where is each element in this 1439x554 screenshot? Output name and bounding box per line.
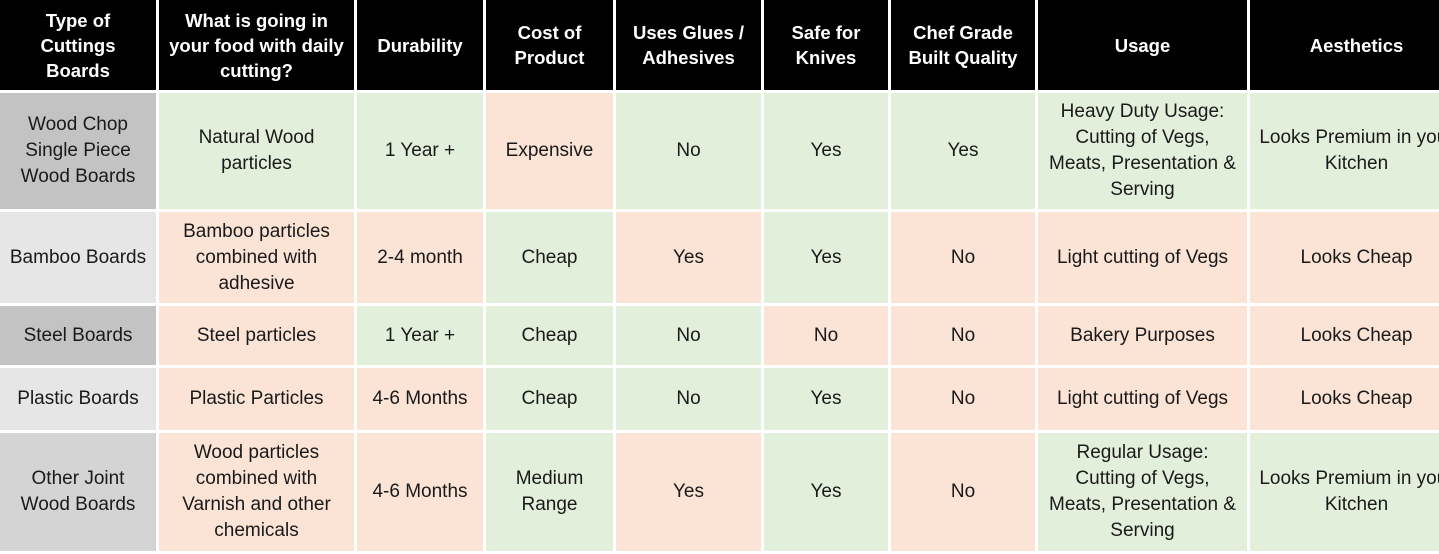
header-cell: Chef Grade Built Quality [891, 0, 1035, 90]
table-cell: No [764, 306, 888, 365]
header-cell: Usage [1038, 0, 1247, 90]
header-cell: Uses Glues / Adhesives [616, 0, 761, 90]
table-cell: Light cutting of Vegs [1038, 212, 1247, 303]
header-cell: Safe for Knives [764, 0, 888, 90]
table-cell: 1 Year + [357, 306, 483, 365]
row-label-cell: Steel Boards [0, 306, 156, 365]
table-cell: Yes [616, 212, 761, 303]
table-cell: Looks Cheap [1250, 368, 1439, 430]
row-label-cell: Other Joint Wood Boards [0, 433, 156, 551]
table-cell: 4-6 Months [357, 433, 483, 551]
table-cell: No [891, 368, 1035, 430]
table-cell: Yes [616, 433, 761, 551]
table-cell: Wood particles combined with Varnish and… [159, 433, 354, 551]
table-row: Plastic Boards Plastic Particles 4-6 Month… [0, 368, 1439, 430]
table-cell: Cheap [486, 306, 613, 365]
header-row: Type of Cuttings Boards What is going in … [0, 0, 1439, 90]
row-label-cell: Bamboo Boards [0, 212, 156, 303]
row-label-cell: Wood Chop Single Piece Wood Boards [0, 93, 156, 209]
table-cell: No [616, 306, 761, 365]
table-cell: Light cutting of Vegs [1038, 368, 1247, 430]
table-cell: Cheap [486, 212, 613, 303]
header-cell: Type of Cuttings Boards [0, 0, 156, 90]
table-row: Steel Boards Steel particles 1 Year + Cheap… [0, 306, 1439, 365]
table-body: Wood Chop Single Piece Wood Boards Natura… [0, 93, 1439, 551]
table-cell: Medium Range [486, 433, 613, 551]
table-cell: Yes [764, 368, 888, 430]
table-cell: Yes [764, 212, 888, 303]
table-cell: No [616, 93, 761, 209]
table-cell: Yes [764, 93, 888, 209]
table-cell: Expensive [486, 93, 613, 209]
table-row: Wood Chop Single Piece Wood Boards Natura… [0, 93, 1439, 209]
table-row: Bamboo Boards Bamboo particles combined w… [0, 212, 1439, 303]
table-cell: Yes [764, 433, 888, 551]
table-cell: Bamboo particles combined with adhesive [159, 212, 354, 303]
table-cell: No [891, 433, 1035, 551]
row-label-cell: Plastic Boards [0, 368, 156, 430]
table-cell: No [616, 368, 761, 430]
table-cell: Looks Premium in your Kitchen [1250, 433, 1439, 551]
table-cell: Cheap [486, 368, 613, 430]
table-cell: Yes [891, 93, 1035, 209]
table-cell: Looks Premium in your Kitchen [1250, 93, 1439, 209]
header-cell: Aesthetics [1250, 0, 1439, 90]
table-cell: Steel particles [159, 306, 354, 365]
table-cell: Bakery Purposes [1038, 306, 1247, 365]
header-cell: Durability [357, 0, 483, 90]
table-cell: No [891, 212, 1035, 303]
table-row: Other Joint Wood Boards Wood particles co… [0, 433, 1439, 551]
table-cell: Natural Wood particles [159, 93, 354, 209]
header-cell: Cost of Product [486, 0, 613, 90]
table-cell: Plastic Particles [159, 368, 354, 430]
table-cell: Looks Cheap [1250, 306, 1439, 365]
table-cell: 4-6 Months [357, 368, 483, 430]
table-cell: 1 Year + [357, 93, 483, 209]
table-cell: No [891, 306, 1035, 365]
header-cell: What is going in your food with daily cu… [159, 0, 354, 90]
table-cell: 2-4 month [357, 212, 483, 303]
table-cell: Looks Cheap [1250, 212, 1439, 303]
table-cell: Regular Usage: Cutting of Vegs, Meats, P… [1038, 433, 1247, 551]
table-cell: Heavy Duty Usage: Cutting of Vegs, Meats… [1038, 93, 1247, 209]
